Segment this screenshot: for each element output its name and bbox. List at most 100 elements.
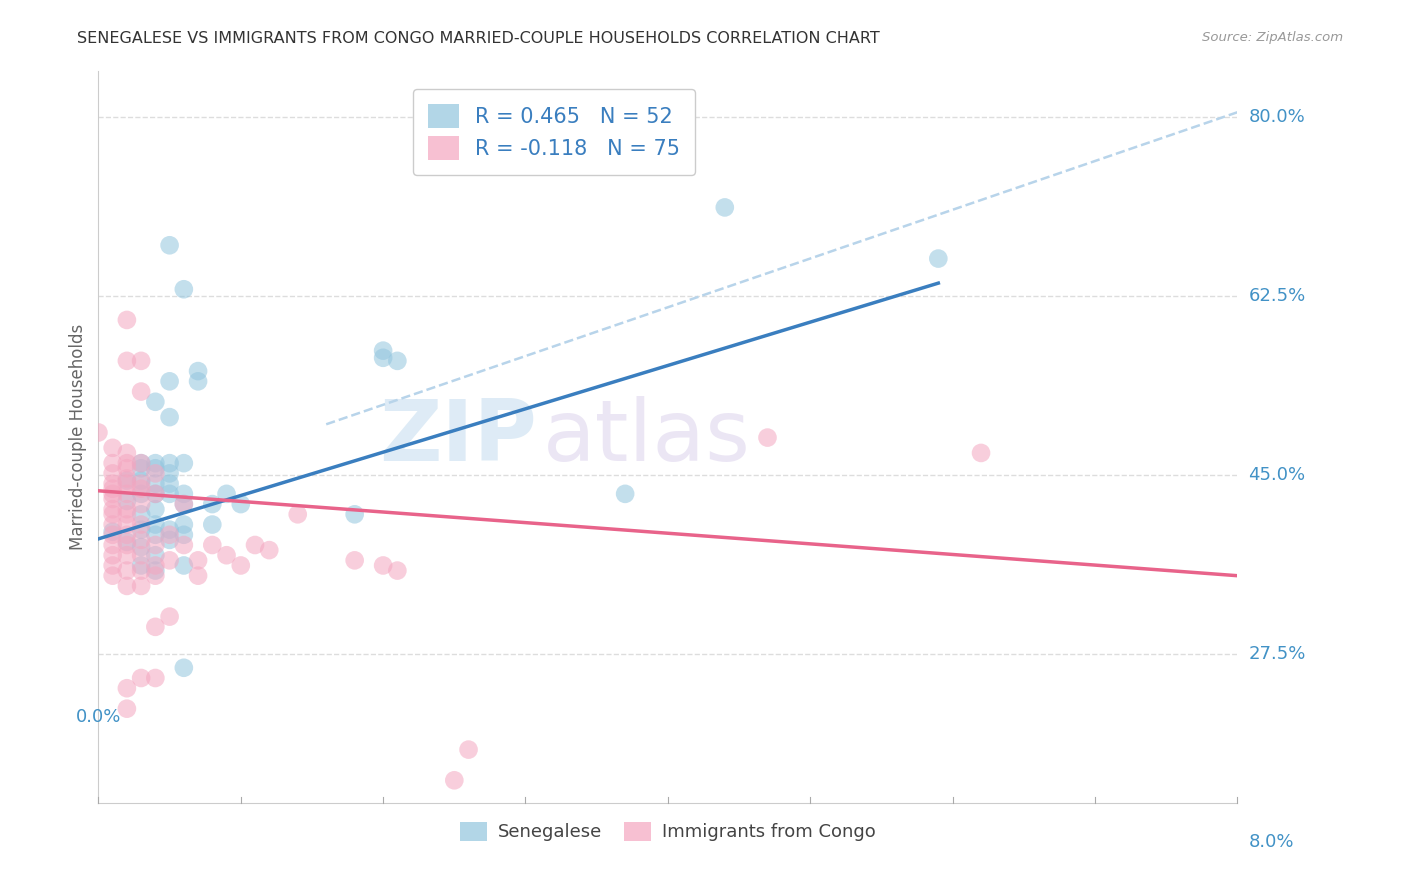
- Point: [173, 558, 195, 573]
- Point: [187, 374, 209, 388]
- Point: [159, 374, 181, 388]
- Point: [115, 681, 138, 696]
- Point: [457, 742, 479, 756]
- Point: [115, 548, 138, 562]
- Point: [287, 508, 309, 522]
- Text: 62.5%: 62.5%: [1249, 287, 1306, 305]
- Point: [159, 467, 181, 481]
- Point: [101, 508, 124, 522]
- Point: [101, 482, 124, 496]
- Point: [229, 497, 252, 511]
- Point: [187, 568, 209, 582]
- Point: [215, 548, 238, 562]
- Point: [129, 456, 152, 470]
- Text: 45.0%: 45.0%: [1249, 467, 1306, 484]
- Point: [115, 701, 138, 715]
- Point: [371, 558, 394, 573]
- Point: [115, 538, 138, 552]
- Point: [115, 528, 138, 542]
- Point: [129, 533, 152, 547]
- Point: [101, 502, 124, 516]
- Text: atlas: atlas: [543, 395, 751, 479]
- Point: [145, 487, 167, 501]
- Point: [129, 671, 152, 685]
- Point: [159, 528, 181, 542]
- Point: [145, 502, 167, 516]
- Point: [115, 564, 138, 578]
- Point: [173, 538, 195, 552]
- Point: [173, 497, 195, 511]
- Point: [101, 476, 124, 491]
- Point: [129, 456, 152, 470]
- Point: [115, 476, 138, 491]
- Point: [159, 487, 181, 501]
- Point: [145, 476, 167, 491]
- Text: ZIP: ZIP: [380, 395, 537, 479]
- Point: [173, 487, 195, 501]
- Point: [159, 238, 181, 252]
- Point: [145, 671, 167, 685]
- Point: [145, 568, 167, 582]
- Point: [145, 467, 167, 481]
- Point: [145, 456, 167, 470]
- Point: [159, 533, 181, 547]
- Point: [145, 558, 167, 573]
- Point: [101, 568, 124, 582]
- Point: [201, 538, 224, 552]
- Point: [215, 487, 238, 501]
- Point: [115, 508, 138, 522]
- Point: [115, 494, 138, 508]
- Point: [201, 497, 224, 511]
- Point: [115, 456, 138, 470]
- Point: [159, 523, 181, 537]
- Legend: Senegalese, Immigrants from Congo: Senegalese, Immigrants from Congo: [453, 814, 883, 848]
- Point: [129, 497, 152, 511]
- Point: [129, 548, 152, 562]
- Text: 8.0%: 8.0%: [1249, 833, 1294, 851]
- Point: [159, 456, 181, 470]
- Point: [129, 487, 152, 501]
- Point: [115, 446, 138, 460]
- Point: [387, 354, 409, 368]
- Point: [101, 487, 124, 501]
- Point: [159, 476, 181, 491]
- Point: [173, 517, 195, 532]
- Point: [259, 543, 281, 558]
- Text: Source: ZipAtlas.com: Source: ZipAtlas.com: [1202, 31, 1343, 45]
- Point: [115, 313, 138, 327]
- Y-axis label: Married-couple Households: Married-couple Households: [69, 324, 87, 550]
- Point: [101, 538, 124, 552]
- Point: [145, 528, 167, 542]
- Point: [115, 471, 138, 485]
- Point: [115, 517, 138, 532]
- Point: [129, 540, 152, 554]
- Point: [714, 201, 737, 215]
- Point: [173, 282, 195, 296]
- Point: [115, 461, 138, 475]
- Point: [129, 558, 152, 573]
- Text: 0.0%: 0.0%: [76, 707, 121, 726]
- Point: [187, 553, 209, 567]
- Point: [173, 456, 195, 470]
- Point: [970, 446, 993, 460]
- Text: SENEGALESE VS IMMIGRANTS FROM CONGO MARRIED-COUPLE HOUSEHOLDS CORRELATION CHART: SENEGALESE VS IMMIGRANTS FROM CONGO MARR…: [77, 31, 880, 46]
- Point: [101, 524, 124, 539]
- Point: [115, 474, 138, 488]
- Point: [101, 548, 124, 562]
- Point: [201, 517, 224, 532]
- Point: [145, 564, 167, 578]
- Point: [101, 456, 124, 470]
- Point: [173, 661, 195, 675]
- Point: [145, 487, 167, 501]
- Point: [115, 502, 138, 516]
- Point: [229, 558, 252, 573]
- Point: [173, 497, 195, 511]
- Point: [145, 620, 167, 634]
- Point: [115, 579, 138, 593]
- Point: [145, 394, 167, 409]
- Point: [129, 461, 152, 475]
- Point: [927, 252, 949, 266]
- Point: [101, 491, 124, 506]
- Point: [173, 528, 195, 542]
- Point: [129, 508, 152, 522]
